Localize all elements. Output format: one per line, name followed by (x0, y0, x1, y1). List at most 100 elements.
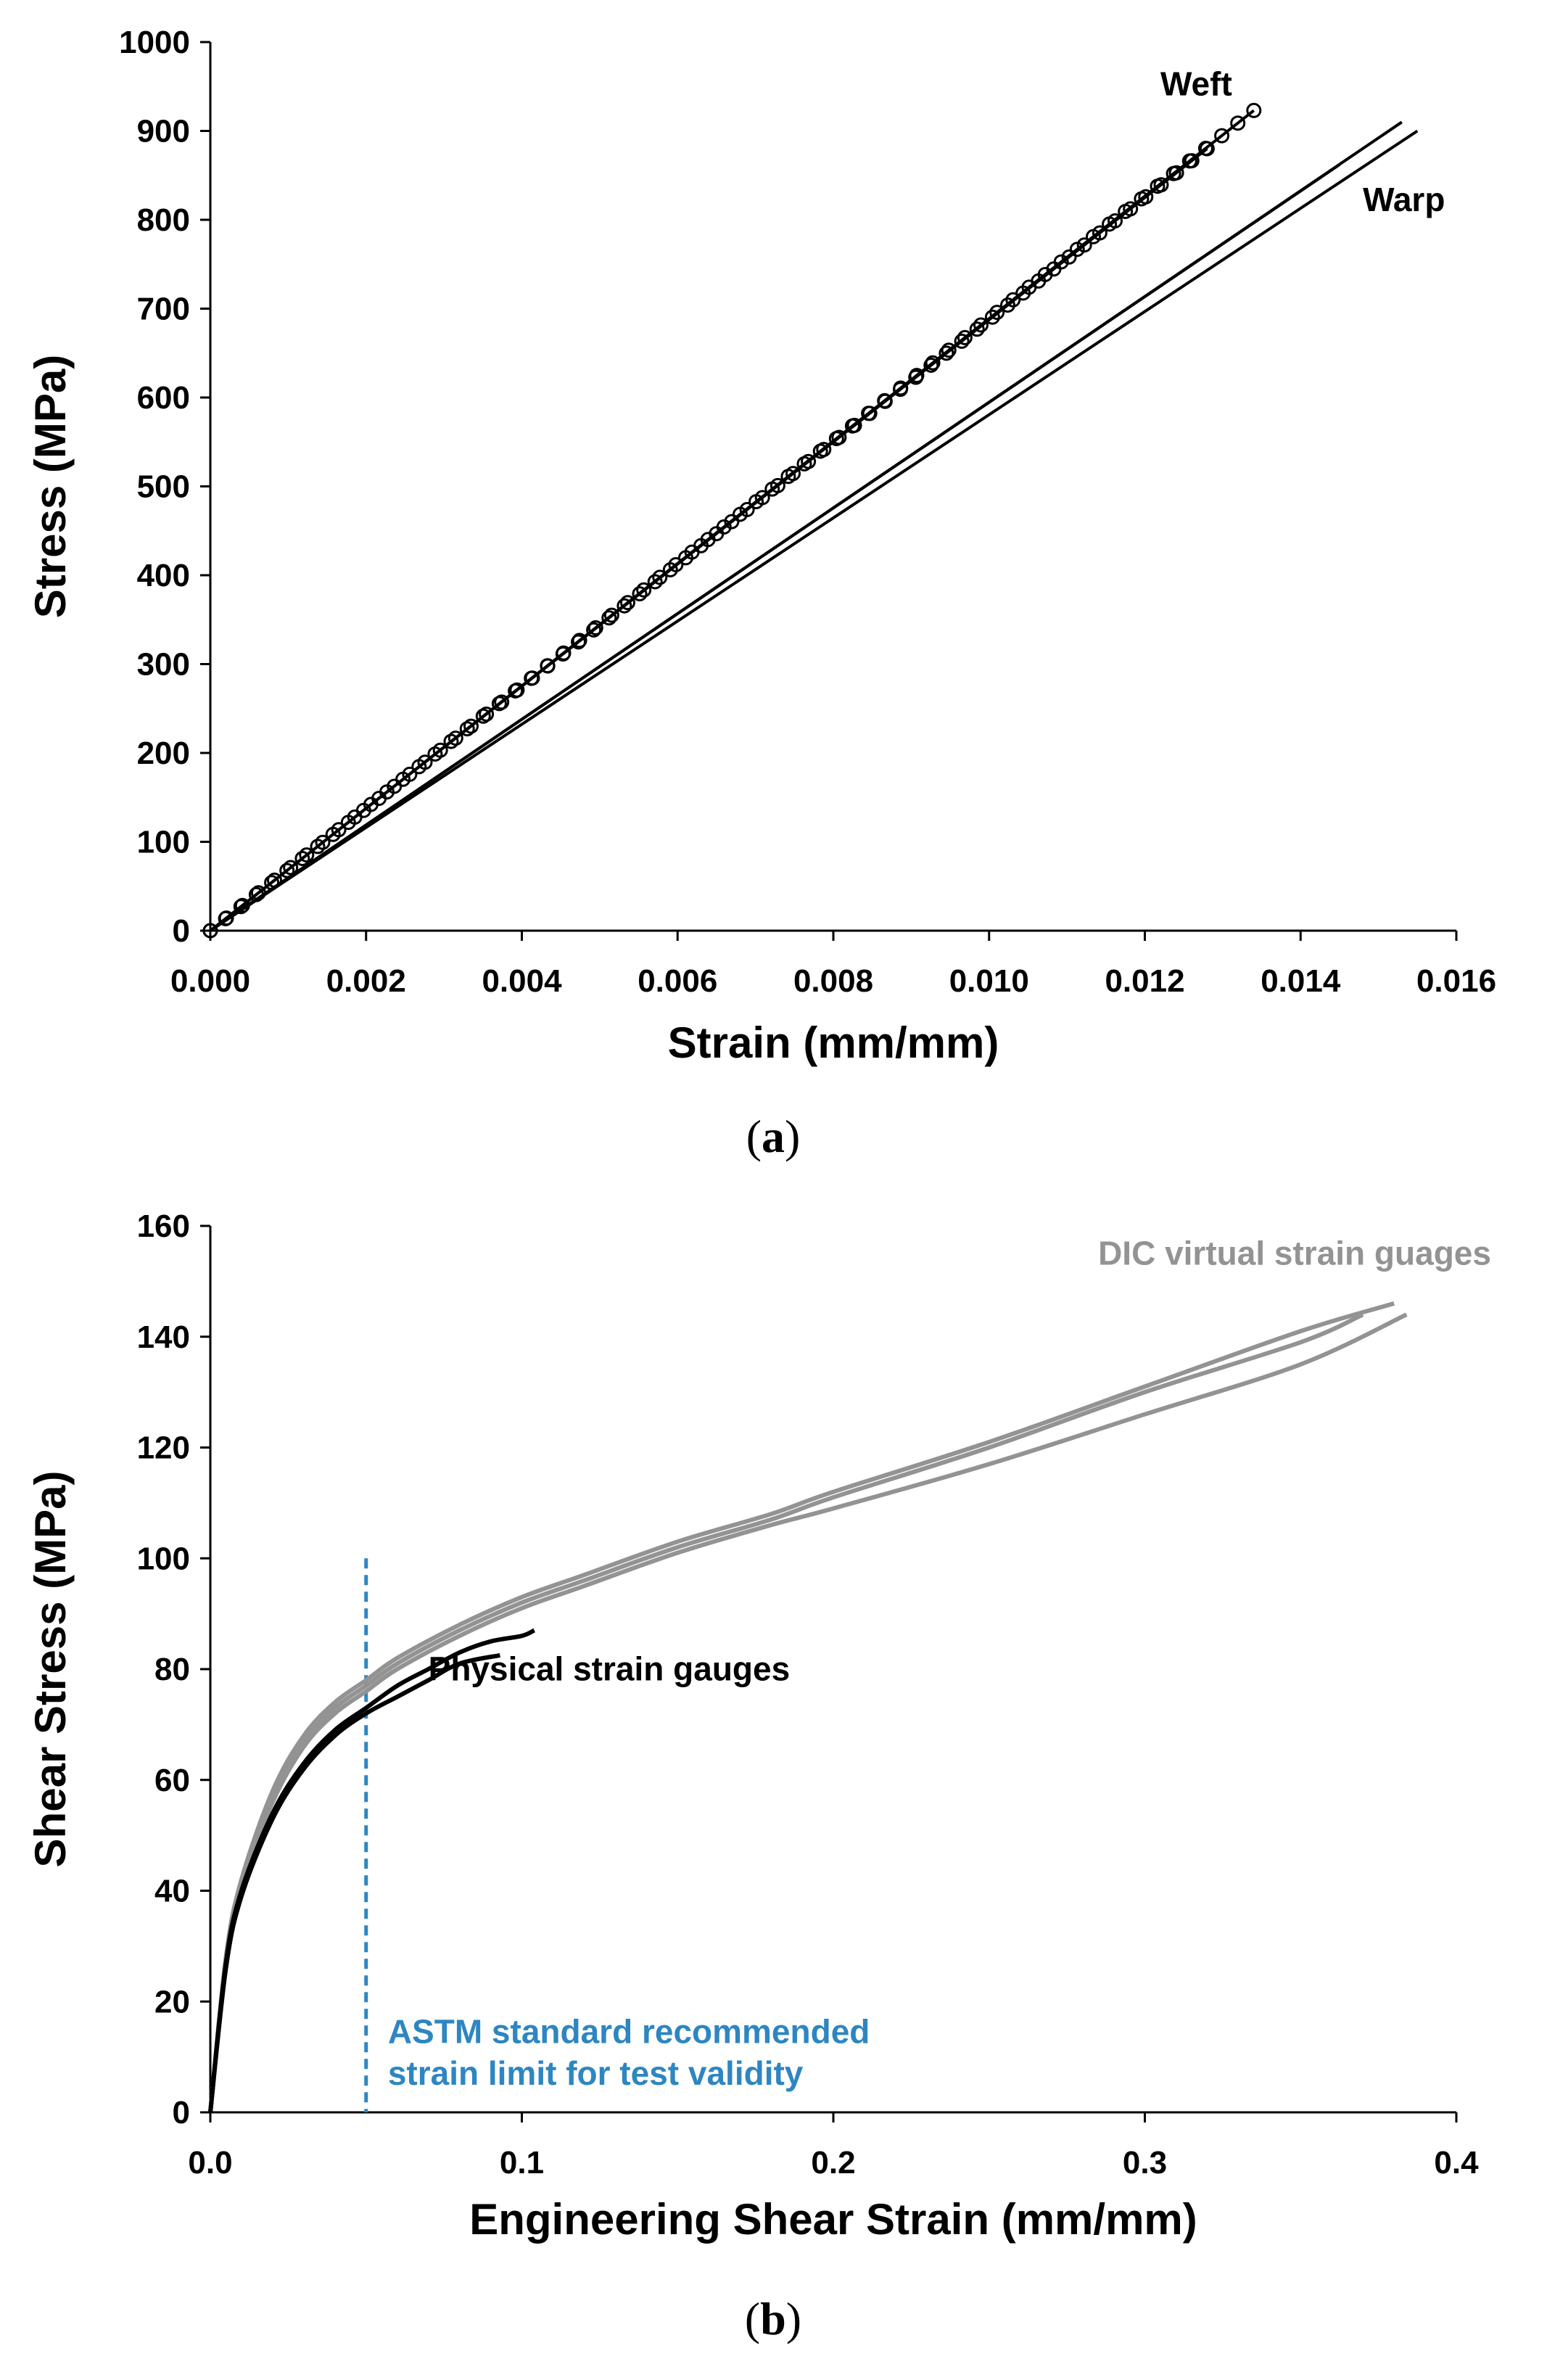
series-marker-weft (402, 766, 418, 782)
panel-label-letter: b (760, 2293, 786, 2344)
series-marker-weft (1015, 285, 1031, 301)
y-tick-label: 800 (137, 202, 190, 238)
series-marker-weft (739, 502, 755, 517)
series-line-dic-virtual-strain-guages-3 (208, 1312, 1408, 2113)
series-marker-weft (1214, 128, 1230, 144)
y-tick-label: 300 (137, 647, 190, 683)
series-marker-weft (724, 514, 740, 530)
y-tick-label: 900 (137, 114, 190, 149)
annotation-astm-standard-recommended: ASTM standard recommended (388, 2013, 870, 2051)
series-marker-weft (647, 574, 663, 590)
x-tick-label: 0.006 (638, 963, 717, 999)
series-marker-weft (941, 342, 957, 358)
panel-label-open-paren: ( (745, 2293, 760, 2344)
x-tick-label: 0.4 (1434, 2145, 1479, 2181)
series-marker-weft (678, 550, 693, 566)
series-marker-weft (969, 321, 985, 337)
series-marker-weft (1138, 189, 1154, 205)
series-marker-weft (923, 358, 939, 373)
series-marker-weft (601, 610, 617, 626)
series-line-warp-4 (209, 129, 1419, 932)
series-marker-weft (571, 634, 586, 650)
chart-panel-b: 0 20 40 60 80 100 120 140 160 0.0 0.1 0.2 0.3 0.4 Engi… (26, 1208, 1491, 2344)
series-marker-weft (283, 860, 299, 876)
x-tick-label: 0.2 (811, 2145, 855, 2181)
series-marker-weft (877, 393, 893, 409)
series-marker-weft (355, 802, 371, 818)
x-axis-title: Engineering Shear Strain (mm/mm) (469, 2195, 1197, 2244)
series-marker-weft (973, 317, 989, 333)
series-marker-weft (1000, 297, 1015, 313)
y-tick-label: 0 (173, 913, 190, 949)
panel-label-close-paren: ) (785, 1111, 800, 1162)
x-tick-label: 0.002 (326, 963, 406, 999)
series-marker-weft (616, 598, 632, 614)
y-tick-label: 100 (137, 825, 190, 860)
series-marker-weft (447, 730, 463, 746)
series-marker-weft (340, 815, 356, 831)
series-marker-weft (509, 682, 525, 698)
y-tick-label: 20 (154, 1984, 190, 2019)
panel-label-open-paren: ( (746, 1111, 762, 1162)
series-marker-weft (463, 718, 479, 734)
y-tick-label: 200 (137, 736, 190, 771)
y-tick-label: 400 (137, 558, 190, 593)
series-marker-weft (632, 586, 648, 602)
series-marker-weft (984, 309, 1000, 325)
annotation-warp: Warp (1363, 181, 1445, 218)
series-marker-weft (603, 607, 619, 623)
series-marker-weft (587, 620, 603, 635)
y-tick-label: 600 (137, 380, 190, 416)
series-marker-weft (1230, 115, 1246, 131)
series-marker-weft (524, 670, 540, 686)
x-tick-label: 0.010 (949, 963, 1029, 999)
series-marker-weft (1031, 273, 1047, 289)
series-marker-weft (893, 382, 908, 398)
y-tick-label: 160 (137, 1208, 190, 1244)
x-tick-label: 0.000 (170, 963, 250, 999)
series-marker-weft (1092, 225, 1107, 241)
series-marker-weft (754, 490, 770, 506)
y-axis-title: Shear Stress (MPa) (26, 1471, 75, 1868)
y-tick-label: 140 (137, 1319, 190, 1355)
y-tick-label: 0 (173, 2095, 190, 2130)
y-tick-label: 40 (154, 1874, 190, 1909)
series-line-dic-virtual-strain-guages-2 (208, 1312, 1364, 2113)
series-marker-weft (831, 429, 847, 445)
annotation-weft: Weft (1160, 65, 1232, 103)
x-tick-label: 0.004 (482, 963, 562, 999)
y-tick-label: 100 (137, 1541, 190, 1576)
series-marker-weft (1123, 201, 1139, 217)
series-marker-weft (202, 923, 218, 939)
series-line-warp-5 (209, 163, 1341, 932)
series-marker-weft (957, 329, 973, 345)
series-marker-weft (1107, 213, 1123, 228)
series-marker-weft (299, 847, 315, 863)
series-line-weft-2 (209, 147, 1208, 932)
series-marker-weft (479, 707, 495, 722)
y-axis-title: Stress (MPa) (26, 355, 75, 618)
series-marker-weft (1199, 141, 1215, 157)
series-marker-weft (846, 417, 862, 433)
panel-label-letter: a (762, 1111, 785, 1162)
series-marker-weft (862, 405, 878, 421)
series-marker-weft (586, 622, 602, 638)
series-marker-weft (1076, 237, 1092, 253)
series-marker-weft (555, 646, 571, 662)
series-marker-weft (417, 754, 433, 770)
series-marker-weft (785, 466, 801, 482)
series-marker-weft (371, 791, 387, 807)
series-line-dic-virtual-strain-guages-1 (208, 1301, 1395, 2113)
series-marker-weft (662, 562, 678, 577)
series-marker-weft (218, 910, 234, 926)
x-tick-label: 0.016 (1416, 963, 1496, 999)
series-marker-weft (1246, 102, 1262, 118)
series-marker-weft (620, 595, 635, 611)
panel-label-close-paren: ) (786, 2293, 801, 2344)
y-tick-label: 120 (137, 1430, 190, 1466)
annotation-physical-strain-gauges: Physical strain gauges (429, 1650, 791, 1687)
x-tick-label: 0.3 (1123, 2145, 1167, 2181)
y-tick-label: 700 (137, 292, 190, 327)
series-marker-weft (1061, 249, 1077, 265)
